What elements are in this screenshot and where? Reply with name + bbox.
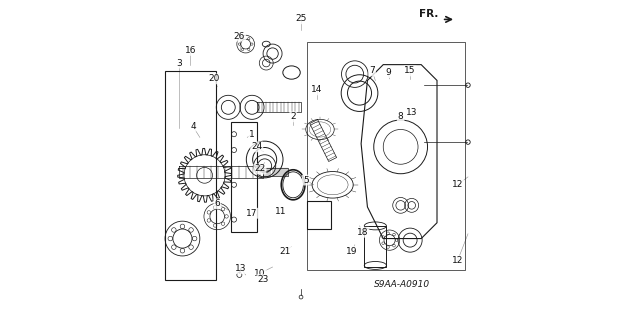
Text: 23: 23 [257, 275, 269, 284]
Text: 19: 19 [346, 247, 357, 256]
Text: 22: 22 [254, 165, 266, 174]
Text: 12: 12 [452, 256, 463, 265]
Text: 6: 6 [214, 199, 220, 208]
Text: 3: 3 [177, 59, 182, 68]
Text: 24: 24 [251, 142, 262, 151]
Text: 9: 9 [385, 68, 391, 77]
Text: 26: 26 [234, 32, 245, 41]
Text: 15: 15 [404, 66, 416, 76]
Text: 7: 7 [369, 66, 375, 76]
Text: 25: 25 [295, 14, 307, 23]
Text: 10: 10 [254, 269, 266, 278]
Text: 11: 11 [275, 207, 286, 216]
Text: 4: 4 [190, 122, 196, 131]
Text: 12: 12 [452, 180, 463, 189]
Text: 17: 17 [246, 209, 258, 218]
Bar [364, 226, 387, 267]
Text: 16: 16 [184, 46, 196, 55]
Text: S9AA-A0910: S9AA-A0910 [374, 280, 430, 289]
Text: 21: 21 [280, 247, 291, 256]
Text: 20: 20 [209, 74, 220, 83]
Text: 5: 5 [303, 175, 308, 185]
Text: 13: 13 [235, 264, 246, 273]
Bar [307, 201, 331, 229]
Text: 13: 13 [406, 108, 417, 116]
Text: 14: 14 [311, 85, 323, 94]
Text: 18: 18 [357, 228, 369, 237]
Text: 8: 8 [398, 112, 403, 121]
Text: 1: 1 [249, 130, 255, 139]
Text: 2: 2 [291, 112, 296, 121]
Text: FR.: FR. [419, 9, 438, 19]
